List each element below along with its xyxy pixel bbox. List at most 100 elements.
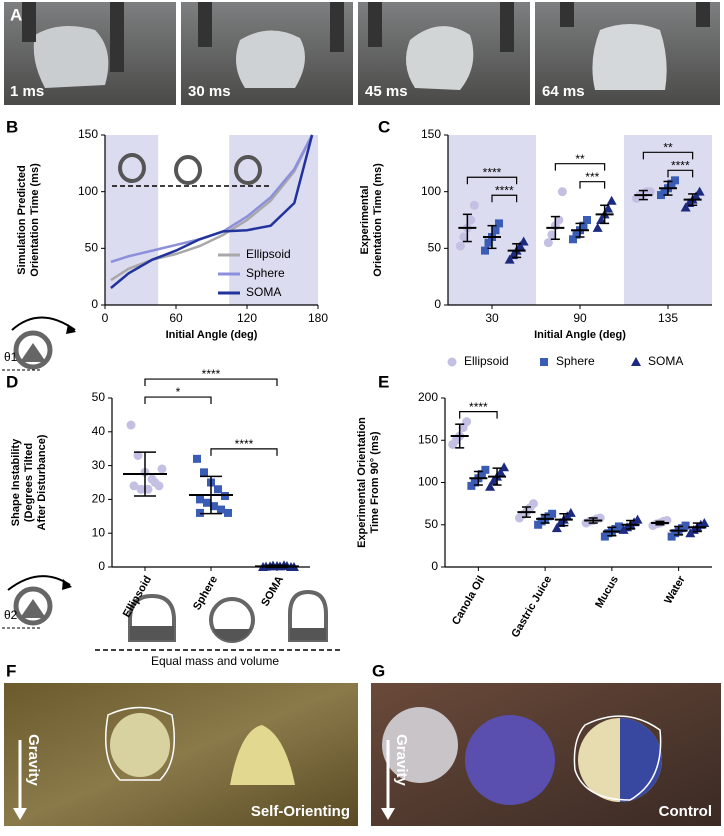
point (547, 230, 557, 240)
point (495, 219, 503, 228)
significance-label: **** (202, 367, 221, 381)
shape-fill (213, 629, 251, 641)
shaded-category (624, 135, 712, 305)
x-tick-label: SOMA (259, 574, 286, 609)
x-tick-label: Water (662, 573, 688, 606)
y-tick-label: 150 (418, 432, 438, 446)
panel-label: A (10, 5, 22, 24)
d-shapes: Equal mass and volume (95, 589, 340, 668)
shape-icon (13, 586, 53, 626)
point (469, 200, 479, 210)
shape-fill (290, 628, 326, 640)
significance-label: **** (671, 159, 690, 173)
y-tick-label: 100 (418, 475, 438, 489)
x-tick-label: 90 (573, 311, 587, 325)
forceps (560, 2, 574, 27)
shaded-category (448, 135, 536, 305)
legend-label: Sphere (556, 354, 595, 368)
capsule (406, 26, 474, 90)
significance-bracket (466, 176, 518, 185)
point (466, 215, 476, 225)
capsule (33, 26, 109, 88)
legend-label: SOMA (246, 285, 281, 299)
x-tick-label: Mucus (593, 574, 621, 610)
y-tick-label: 200 (418, 390, 438, 404)
panel-a: A 1 ms 30 ms 45 ms 64 ms (4, 2, 720, 105)
series-line (110, 134, 314, 289)
point (691, 191, 702, 201)
point (554, 215, 564, 225)
significance-bracket (210, 448, 278, 456)
arrow-head (62, 579, 72, 590)
x-tick-label: 60 (169, 311, 183, 325)
point (193, 454, 201, 463)
point (459, 232, 469, 242)
forceps (22, 2, 36, 42)
point (150, 478, 160, 487)
x-tick-label: 180 (308, 311, 328, 325)
panel-label: C (378, 117, 390, 136)
point (614, 522, 623, 531)
point (224, 508, 232, 517)
y-axis-title: (Degrees Tilted (23, 443, 35, 522)
x-tick-label: 135 (658, 311, 678, 325)
forceps (198, 2, 212, 47)
point (196, 495, 204, 504)
y-tick-label: 10 (92, 525, 106, 539)
capsule (236, 30, 305, 88)
y-axis-title: After Disturbance) (36, 434, 48, 530)
point (133, 450, 143, 460)
panel-label: F (6, 661, 16, 680)
significance-bracket (579, 181, 606, 189)
y-axis-title: Time From 90° (ms) (369, 431, 381, 533)
forceps (368, 2, 382, 47)
point (499, 462, 510, 472)
shape-icon (174, 155, 203, 185)
point (572, 230, 581, 239)
x-tick-label: 120 (237, 311, 257, 325)
series-line (110, 134, 314, 282)
point (217, 505, 225, 514)
capsule (465, 715, 555, 805)
panel-label: G (372, 661, 385, 680)
x-tick-label: Canola Oil (450, 574, 488, 627)
significance-label: ** (663, 141, 673, 155)
x-tick-label: 30 (485, 311, 499, 325)
panel-label: E (378, 372, 389, 391)
y-tick-label: 100 (421, 184, 441, 198)
b-inset (112, 153, 272, 187)
y-tick-label: 0 (91, 297, 98, 311)
significance-label: ** (575, 152, 585, 166)
point (221, 492, 229, 501)
point (481, 246, 489, 255)
y-axis-title: Orientation Time (ms) (29, 163, 41, 277)
shape-icon (234, 155, 263, 185)
capsule-half (620, 718, 662, 802)
y-axis-title: Shape Instability (10, 438, 22, 526)
legend-label: Sphere (246, 266, 285, 280)
y-tick-label: 0 (431, 559, 438, 573)
forceps (330, 2, 344, 52)
point (515, 241, 526, 251)
point (210, 502, 218, 511)
y-tick-label: 150 (421, 127, 441, 141)
significance-label: **** (495, 183, 514, 197)
arrow-head (381, 808, 395, 820)
shape-icon (13, 330, 53, 370)
significance-label: *** (585, 170, 599, 184)
shape-icon (288, 589, 328, 642)
point (528, 499, 538, 509)
theta-label: θ2 (4, 608, 18, 622)
x-axis-title: Initial Angle (deg) (534, 329, 626, 341)
shape-icon (20, 599, 46, 618)
point (699, 518, 710, 528)
point (565, 507, 576, 517)
arrow-head (13, 808, 27, 820)
y-axis-title: Experimental Orientation (356, 417, 368, 548)
forceps (696, 2, 710, 27)
arrow-label: Gravity (25, 734, 42, 786)
y-axis-title: Experimental (359, 185, 371, 254)
y-tick-label: 40 (92, 424, 106, 438)
y-tick-label: 100 (78, 184, 98, 198)
shape-icon (128, 593, 176, 642)
